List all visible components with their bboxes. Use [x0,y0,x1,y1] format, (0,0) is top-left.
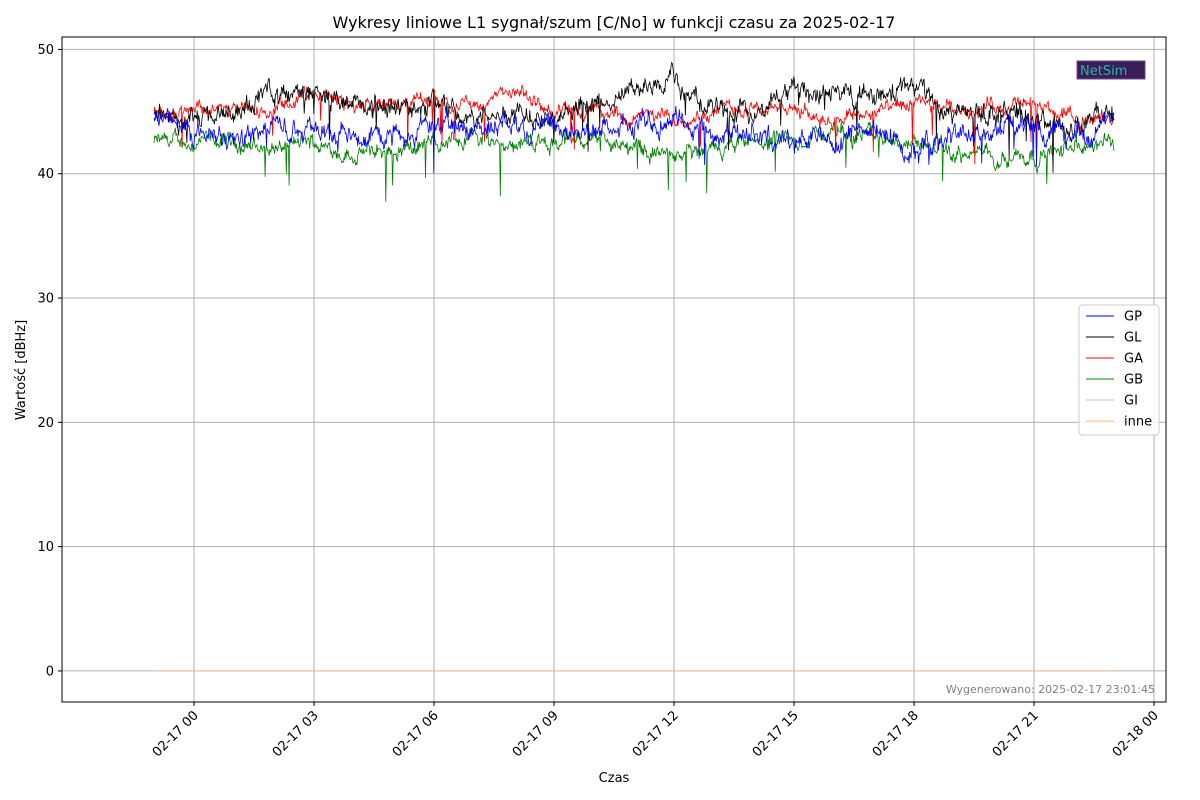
generated-timestamp: Wygenerowano: 2025-02-17 23:01:45 [946,683,1155,696]
x-tick-label: 02-17 12 [630,708,682,760]
y-axis-ticks: 0 10 20 30 40 50 [37,43,62,679]
x-tick-label: 02-18 00 [1110,708,1162,760]
x-tick-label: 02-17 00 [150,708,202,760]
x-axis-label: Czas [599,771,630,786]
y-tick-label: 40 [37,167,54,182]
y-tick-label: 50 [37,43,54,58]
logo-badge: NetSim [1076,60,1146,80]
x-tick-label: 02-17 21 [990,708,1042,760]
logo-text: NetSim [1080,64,1127,79]
y-tick-label: 20 [37,416,54,431]
x-tick-label: 02-17 15 [750,708,802,760]
series-lines [153,61,1115,672]
y-tick-label: 30 [37,292,54,307]
legend-label-gb: GB [1124,373,1143,388]
x-tick-label: 02-17 03 [270,708,322,760]
legend-label-inne: inne [1124,415,1152,430]
series-line-gp [153,105,1115,174]
legend: GP GL GA GB GI inne [1078,304,1160,436]
legend-label-gp: GP [1124,310,1142,325]
series-line-gb [153,121,1115,202]
series-line-ga [153,84,1115,165]
chart-title: Wykresy liniowe L1 sygnał/szum [C/No] w … [333,13,896,32]
legend-label-gl: GL [1124,331,1142,346]
logo-background [1076,60,1146,80]
y-axis-label: Wartość [dBHz] [14,320,29,420]
legend-label-ga: GA [1124,352,1143,367]
y-tick-label: 10 [37,540,54,555]
series-line-gl [153,61,1115,173]
x-tick-label: 02-17 09 [510,708,562,760]
y-tick-label: 0 [46,664,54,679]
plot-frame [61,36,1167,703]
x-tick-label: 02-17 06 [390,708,442,760]
legend-label-gi: GI [1124,394,1138,409]
x-tick-label: 02-17 18 [870,708,922,760]
grid [62,37,1166,702]
x-axis-ticks: 02-17 00 02-17 03 02-17 06 02-17 09 02-17 12… [150,702,1162,760]
